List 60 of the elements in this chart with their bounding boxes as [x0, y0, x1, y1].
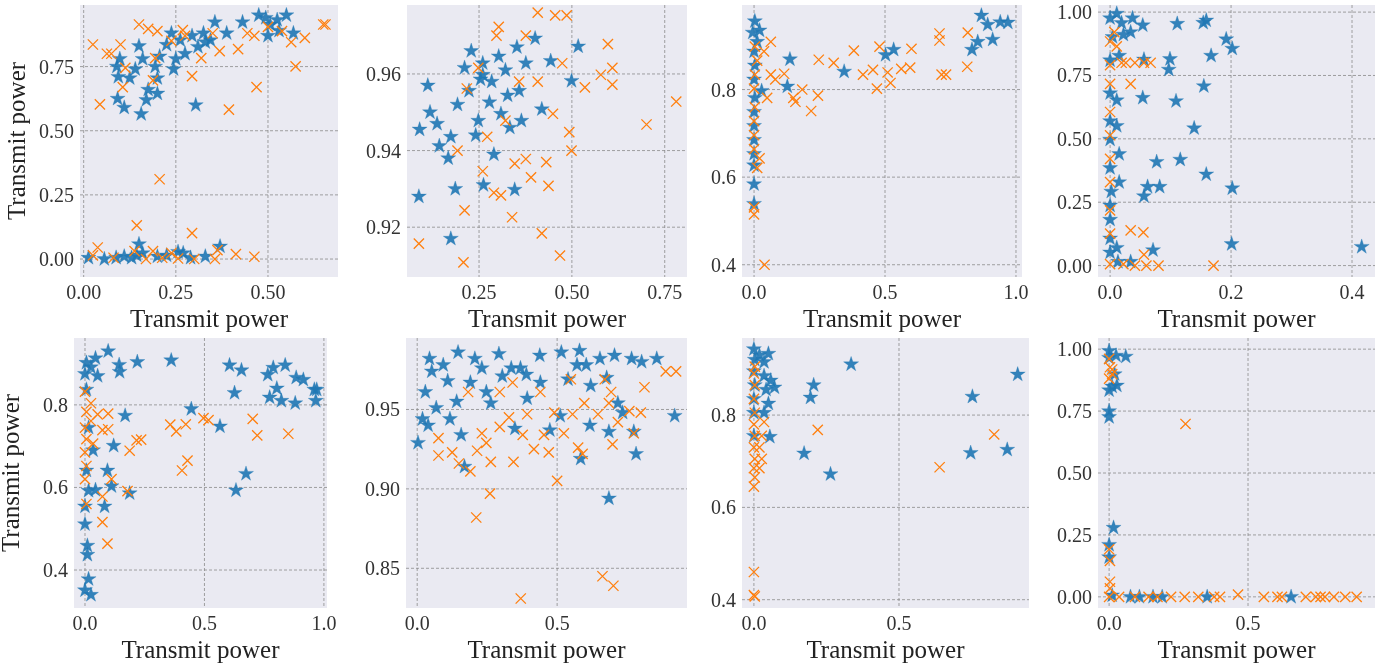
y-axis-title: Transmit power — [3, 61, 30, 221]
x-tick-label: 0.4 — [1339, 281, 1365, 303]
y-tick-label: 1.00 — [1057, 338, 1092, 361]
x-tick-label: 0.0 — [741, 612, 767, 634]
x-tick-label: 0.0 — [741, 281, 767, 303]
y-tick-label: 0.4 — [43, 559, 68, 582]
y-tick-label: 0.8 — [43, 393, 68, 416]
x-axis-title: Transmit power — [802, 305, 962, 332]
y-tick-label: 0.4 — [711, 588, 736, 611]
y-tick-label: 0.95 — [365, 398, 400, 421]
y-tick-label: 0.75 — [1057, 64, 1092, 87]
x-tick-label: 0.0 — [72, 612, 98, 634]
x-tick-label: 0.5 — [886, 612, 912, 634]
x-tick-label: 0.5 — [544, 612, 570, 634]
y-tick-label: 0.6 — [43, 476, 68, 499]
y-tick-label: 0.6 — [711, 496, 736, 519]
y-tick-label: 0.75 — [1057, 400, 1092, 423]
x-tick-label: 0.5 — [872, 281, 898, 303]
y-tick-label: 0.50 — [39, 119, 74, 142]
x-axis-title: Transmit power — [806, 636, 966, 663]
x-axis-title: Transmit power — [121, 636, 281, 663]
x-tick-label: 0.50 — [554, 281, 590, 303]
x-tick-label: 0.00 — [66, 281, 102, 303]
y-tick-label: 0.50 — [1057, 462, 1092, 484]
y-tick-label: 0.8 — [711, 78, 736, 101]
y-tick-label: 0.6 — [711, 166, 736, 189]
y-axis-title: Transmit power — [0, 393, 24, 553]
x-axis-title: Transmit power — [467, 636, 627, 663]
y-tick-label: 1.00 — [1057, 1, 1092, 24]
x-tick-label: 0.0 — [404, 612, 430, 634]
x-tick-label: 0.0 — [1096, 612, 1122, 634]
x-tick-label: 0.75 — [647, 281, 683, 303]
x-axis-title: Transmit power — [129, 305, 289, 332]
y-tick-label: 0.00 — [1057, 585, 1092, 608]
x-tick-label: 1.0 — [1003, 281, 1029, 303]
y-tick-label: 0.75 — [39, 55, 74, 78]
y-tick-label: 0.50 — [1057, 127, 1092, 150]
x-tick-label: 0.2 — [1218, 281, 1244, 303]
y-tick-label: 0.00 — [1057, 254, 1092, 277]
y-tick-label: 0.4 — [711, 253, 736, 276]
y-tick-label: 0.25 — [39, 183, 74, 206]
x-tick-label: 0.25 — [158, 281, 194, 303]
x-tick-label: 0.5 — [191, 612, 217, 634]
y-tick-label: 0.92 — [366, 216, 401, 239]
x-axis-title: Transmit power — [1157, 636, 1317, 663]
x-tick-label: 0.50 — [250, 281, 286, 303]
y-tick-label: 0.00 — [39, 248, 74, 271]
x-tick-label: 0.25 — [461, 281, 497, 303]
y-tick-label: 0.96 — [366, 62, 401, 85]
x-tick-label: 1.0 — [311, 612, 337, 634]
x-axis-title: Transmit power — [467, 305, 627, 332]
y-tick-label: 0.94 — [366, 139, 401, 162]
y-tick-label: 0.90 — [365, 477, 400, 500]
x-tick-label: 0.0 — [1097, 281, 1123, 303]
y-tick-label: 0.8 — [711, 404, 736, 427]
y-tick-label: 0.25 — [1057, 523, 1092, 546]
y-tick-label: 0.25 — [1057, 191, 1092, 214]
x-tick-label: 0.5 — [1235, 612, 1261, 634]
x-axis-title: Transmit power — [1157, 305, 1317, 332]
y-tick-label: 0.85 — [365, 557, 400, 580]
